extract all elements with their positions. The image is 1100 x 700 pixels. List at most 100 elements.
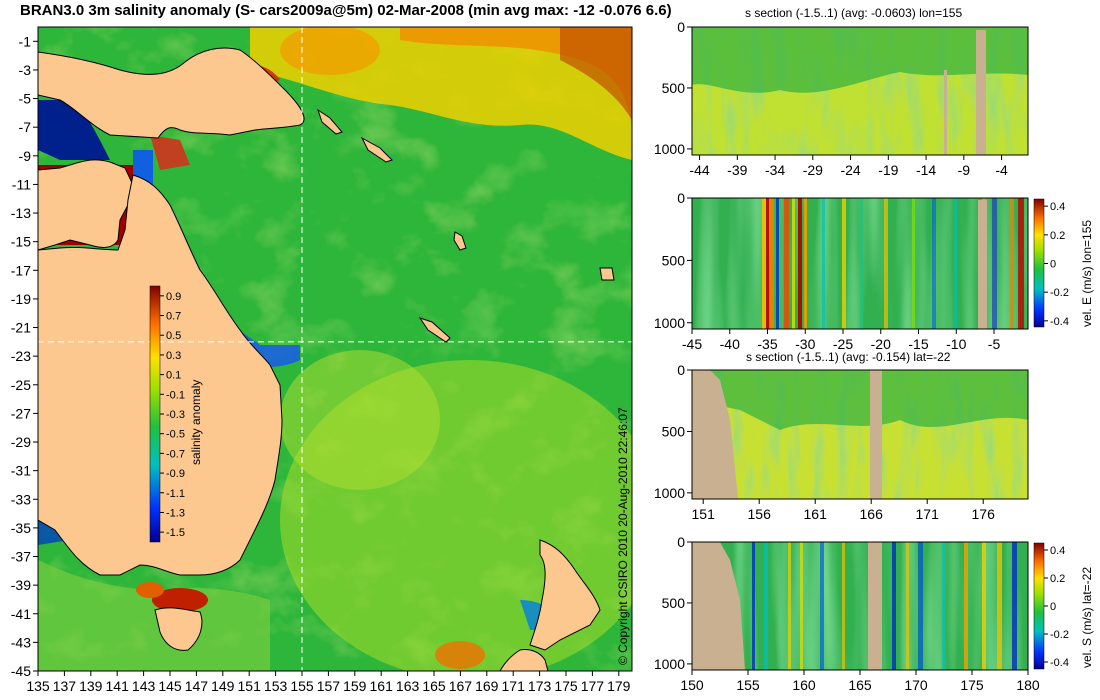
s-section-lon155-surface-layer	[692, 27, 1028, 93]
velocity-stripe	[1018, 198, 1024, 329]
map-x-tick-label: 165	[422, 678, 446, 694]
colorbar-tick-label: 0.4	[1050, 201, 1065, 213]
velocity-stripe	[997, 542, 1002, 670]
map-y-tick-label: -37	[11, 549, 31, 565]
velocity-stripe	[842, 542, 845, 670]
colorbar-tick-label: -0.9	[166, 468, 185, 480]
map-y-tick-label: -35	[11, 520, 31, 536]
section-y-tick-label: 500	[662, 252, 686, 268]
map-colorbar: 0.9 0.7 0.5 0.3 0.1 -0.1 -0.3 -0.5 -0.7 -0.9 -1.1 -…	[149, 285, 203, 543]
map-x-tick-label: 149	[211, 678, 235, 694]
map-y-tick-label: -11	[12, 176, 31, 192]
section-y-tick-label: 500	[662, 595, 686, 611]
section-x-tick-label: -24	[840, 162, 860, 178]
section-y-tick-label: 0	[677, 362, 685, 378]
map-x-tick-label: 169	[475, 678, 499, 694]
velocity-stripe	[822, 198, 825, 329]
velocity-stripe	[764, 542, 768, 670]
velocity-stripe	[788, 542, 791, 670]
colorbar-tick-label: -0.3	[166, 409, 185, 421]
map-y-tick-label: -7	[19, 119, 32, 135]
section-y-tick-label: 500	[662, 80, 686, 96]
section-panel-4: 150 155 160 165 170 175 180 0 500 1000 0.4 0.2 0 -0.…	[654, 534, 1069, 693]
velocity-stripe	[906, 542, 909, 670]
map-x-tick-label: 175	[554, 678, 578, 694]
colorbar-tick-label: -1.3	[166, 507, 185, 519]
section-x-tick-label: 180	[1016, 677, 1040, 693]
s-section-lat-axes: 151 156 161 166 171 176 0 500 1000	[654, 362, 995, 522]
vel-s-section-texture	[692, 542, 1028, 670]
colorbar-tick-label: -0.2	[1050, 287, 1069, 299]
section-x-tick-label: -25	[833, 336, 853, 352]
colorbar-tick-label: 0.7	[166, 311, 181, 323]
colorbar-tick-label: -1.1	[166, 488, 185, 500]
section-y-tick-label: 1000	[654, 141, 685, 157]
map-x-tick-label: 177	[581, 678, 605, 694]
colorbar-tick-label: -0.7	[166, 448, 185, 460]
colorbar-tick-label: -0.4	[1050, 316, 1069, 328]
panel-frame	[691, 197, 1029, 330]
velocity-stripe	[798, 198, 802, 329]
solomon-island-land	[317, 108, 343, 135]
map-x-tick-label: 157	[317, 678, 341, 694]
velocity-stripe	[762, 198, 766, 329]
map-y-tick-label: -19	[11, 291, 31, 307]
colorbar-tick-label: 0	[1050, 601, 1056, 613]
section-panel-1: -44 -39 -34 -29 -24 -19 -14 -9 -4 0 500 1000	[654, 19, 1029, 178]
map-x-tick-label: 141	[106, 678, 130, 694]
colorbar-tick-label: 0.5	[166, 330, 181, 342]
section-x-tick-label: -19	[878, 162, 898, 178]
s-section-lat-title: s section (-1.5..1) (avg: -0.154) lat=-2…	[746, 350, 951, 364]
section-x-tick-label: 165	[848, 677, 872, 693]
colorbar-tick-label: -0.4	[1050, 657, 1069, 669]
section-x-tick-label: -45	[682, 336, 702, 352]
land-gap	[976, 30, 986, 155]
colorbar-tick-label: -0.2	[1050, 629, 1069, 641]
new-zealand-south-land	[499, 649, 549, 671]
map-y-tick-label: -23	[11, 348, 31, 364]
section-y-tick-label: 0	[677, 534, 685, 550]
map-panel: 135 137 139 141 143 145 147 149 151 153 155 157 159 1…	[11, 26, 633, 694]
map-x-tick-label: 171	[502, 678, 526, 694]
section-x-tick-label: -39	[727, 162, 747, 178]
colorbar-tick-label: -0.5	[166, 429, 185, 441]
map-x-tick-label: 155	[290, 678, 314, 694]
map-y-tick-label: -31	[11, 463, 31, 479]
s-section-lon155-axes: -44 -39 -34 -29 -24 -19 -14 -9 -4 0 500 1000	[654, 19, 1008, 178]
map-y-tick-label: -15	[11, 234, 31, 250]
colorbar-label: salinity anomaly	[189, 380, 203, 465]
land-gap	[944, 70, 947, 155]
section-x-tick-label: -44	[689, 162, 709, 178]
section-x-tick-label: 175	[960, 677, 984, 693]
section-x-tick-label: 160	[792, 677, 816, 693]
map-x-tick-label: 139	[79, 678, 103, 694]
map-y-tick-label: -1	[19, 33, 32, 49]
land-gap	[868, 542, 882, 670]
velocity-stripe	[982, 542, 986, 670]
velocity-stripe	[1010, 198, 1014, 329]
section-x-tick-label: 166	[860, 506, 884, 522]
velocity-stripe	[804, 198, 807, 329]
section-y-tick-label: 1000	[654, 315, 685, 331]
section-x-tick-label: -20	[871, 336, 891, 352]
velocity-stripe	[792, 198, 795, 329]
map-x-tick-label: 159	[343, 678, 367, 694]
section-x-tick-label: 170	[904, 677, 928, 693]
fiji-island-land	[599, 267, 615, 281]
vel-s-colorbar-ticks: 0.4 0.2 0 -0.2 -0.4	[1044, 545, 1069, 669]
vel-e-colorbar-label: vel. E (m/s) lon=155	[1080, 219, 1094, 327]
section-x-tick-label: -35	[757, 336, 777, 352]
map-y-tick-label: -41	[11, 606, 31, 622]
map-x-tick-label: 143	[132, 678, 156, 694]
map-y-tick-label: -45	[11, 663, 31, 679]
new-zealand-north-land	[529, 539, 601, 651]
map-x-tick-label: 147	[185, 678, 209, 694]
velocity-stripe	[766, 198, 769, 329]
velocity-stripe	[892, 542, 896, 670]
map-x-tick-label: 161	[370, 678, 394, 694]
section-y-tick-label: 500	[662, 423, 686, 439]
section-y-tick-label: 1000	[654, 485, 685, 501]
map-y-tick-label: -3	[19, 62, 32, 78]
vel-s-colorbar	[1033, 542, 1045, 670]
